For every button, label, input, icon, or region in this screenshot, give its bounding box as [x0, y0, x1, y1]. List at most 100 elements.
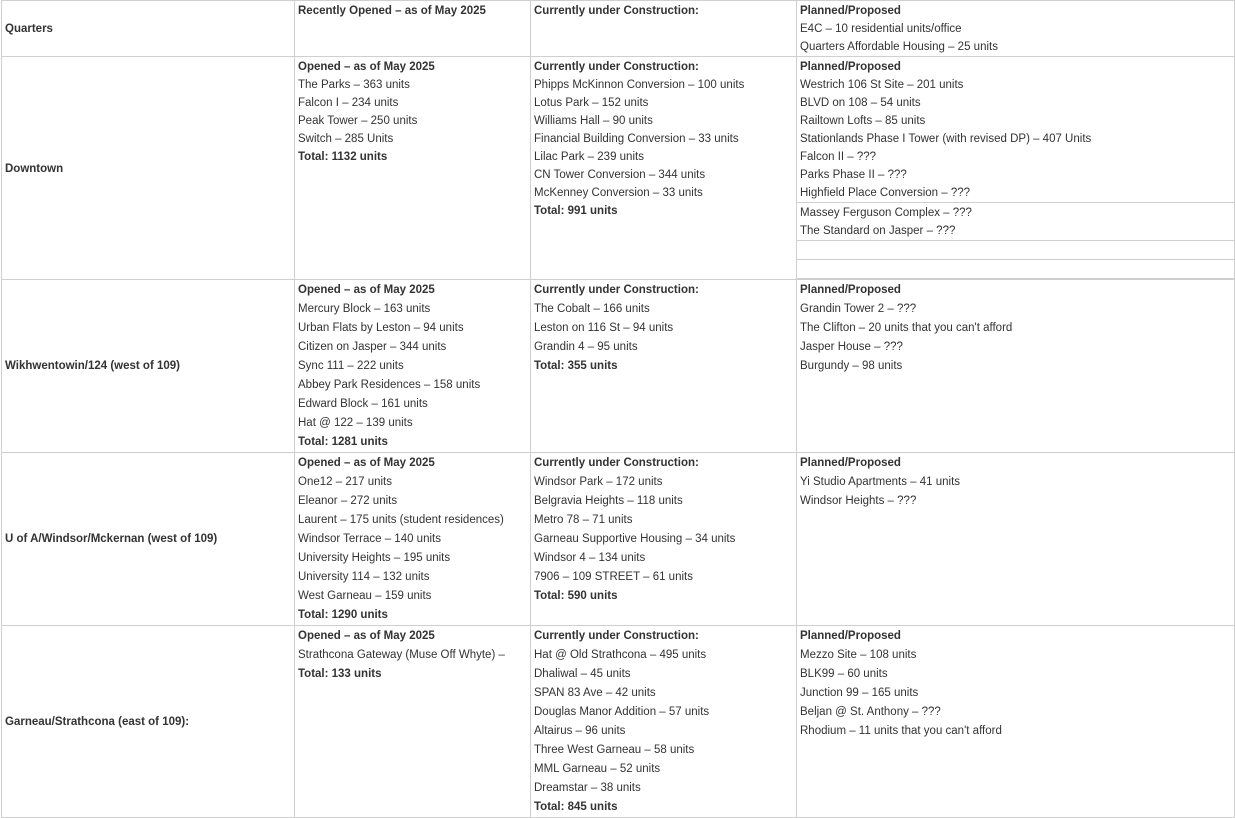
planned-block: Massey Ferguson Complex – ??? The Standar… [797, 203, 1234, 241]
cell-item: 7906 – 109 STREET – 61 units [534, 571, 693, 583]
cell-item: Sync 111 – 222 units [298, 360, 404, 372]
cell-heading: Planned/Proposed [800, 457, 901, 469]
opened-header: Recently Opened – as of May 2025 [294, 0, 531, 57]
cell-item: Highfield Place Conversion – ??? [800, 187, 971, 199]
cell-item: Garneau Supportive Housing – 34 units [534, 533, 736, 545]
planned-cell: Planned/Proposed Grandin Tower 2 – ??? The… [796, 279, 1235, 453]
cell-item: Strathcona Gateway (Muse Off Whyte) – [298, 649, 505, 661]
cell-item: Metro 78 – 71 units [534, 514, 633, 526]
cell-heading: Opened – as of May 2025 [298, 284, 435, 296]
cell-heading: Currently under Construction: [534, 61, 699, 73]
cell-item: Junction 99 – 165 units [800, 687, 919, 699]
cell-item: One12 – 217 units [298, 476, 392, 488]
cell-item: Mezzo Site – 108 units [800, 649, 917, 661]
quarter-header: Quarters [1, 0, 295, 57]
cell-item: Edward Block – 161 units [298, 398, 428, 410]
cell-item: Phipps McKinnon Conversion – 100 units [534, 79, 745, 91]
cell-item: SPAN 83 Ave – 42 units [534, 687, 656, 699]
empty-block [797, 241, 1234, 260]
quarter-row: U of A/Windsor/Mckernan (west of 109) Ope… [1, 452, 1235, 626]
opened-cell: Opened – as of May 2025 One12 – 217 units… [294, 452, 531, 626]
cell-heading: Currently under Construction: [534, 284, 699, 296]
cell-item: Switch – 285 Units [298, 133, 394, 145]
cell-item: Hat @ 122 – 139 units [298, 417, 413, 429]
cell-item: McKenney Conversion – 33 units [534, 187, 703, 199]
cell-total: Total: 1132 units [298, 151, 388, 163]
cell-item: Grandin Tower 2 – ??? [800, 303, 917, 315]
quarter-row: Garneau/Strathcona (east of 109): Opened … [1, 625, 1235, 818]
cell-item: Railtown Lofts – 85 units [800, 115, 926, 127]
cell-heading: Planned/Proposed [800, 630, 901, 642]
cell-heading: Opened – as of May 2025 [298, 630, 435, 642]
planned-block: Planned/Proposed Westrich 106 St Site – 2… [797, 58, 1234, 203]
quarter-name: U of A/Windsor/Mckernan (west of 109) [1, 452, 295, 626]
cell-item: Falcon II – ??? [800, 151, 877, 163]
planned-cell: Planned/Proposed Westrich 106 St Site – 2… [796, 56, 1235, 280]
cell-heading: Planned/Proposed [800, 284, 901, 296]
cell-item: Eleanor – 272 units [298, 495, 398, 507]
cell-item: Urban Flats by Leston – 94 units [298, 322, 464, 334]
cell-heading: Opened – as of May 2025 [298, 61, 435, 73]
cell-item: Windsor Heights – ??? [800, 495, 917, 507]
cell-item: The Cobalt – 166 units [534, 303, 650, 315]
cell-total: Total: 991 units [534, 205, 618, 217]
cell-item: Rhodium – 11 units that you can't afford [800, 725, 1002, 737]
construction-cell: Currently under Construction: Hat @ Old S… [530, 625, 797, 818]
cell-item: Quarters Affordable Housing – 25 units [800, 41, 998, 53]
cell-item: Grandin 4 – 95 units [534, 341, 638, 353]
empty-block [797, 260, 1234, 279]
cell-item: Windsor Park – 172 units [534, 476, 663, 488]
cell-item: Falcon I – 234 units [298, 97, 399, 109]
construction-header: Currently under Construction: [530, 0, 797, 57]
quarter-name: Garneau/Strathcona (east of 109): [1, 625, 295, 818]
cell-item: Yi Studio Apartments – 41 units [800, 476, 961, 488]
cell-item: Westrich 106 St Site – 201 units [800, 79, 964, 91]
cell-item: Williams Hall – 90 units [534, 115, 653, 127]
cell-heading: Opened – as of May 2025 [298, 457, 435, 469]
cell-heading: Planned/Proposed [800, 61, 901, 73]
quarter-name: Wikhwentowin/124 (west of 109) [1, 279, 295, 453]
cell-item: Lotus Park – 152 units [534, 97, 649, 109]
construction-cell: Currently under Construction: Windsor Par… [530, 452, 797, 626]
cell-item: Dhaliwal – 45 units [534, 668, 631, 680]
cell-item: The Parks – 363 units [298, 79, 410, 91]
cell-total: Total: 590 units [534, 590, 618, 602]
cell-item: Dreamstar – 38 units [534, 782, 641, 794]
quarter-row: Wikhwentowin/124 (west of 109) Opened – a… [1, 279, 1235, 453]
cell-item: Peak Tower – 250 units [298, 115, 418, 127]
cell-item: Windsor 4 – 134 units [534, 552, 646, 564]
cell-item: Lilac Park – 239 units [534, 151, 644, 163]
cell-total: Total: 845 units [534, 801, 618, 813]
construction-cell: Currently under Construction: Phipps McKi… [530, 56, 797, 280]
cell-item: Mercury Block – 163 units [298, 303, 431, 315]
header-row: Quarters Recently Opened – as of May 2025… [1, 0, 1235, 57]
cell-item: University Heights – 195 units [298, 552, 451, 564]
cell-item: Belgravia Heights – 118 units [534, 495, 683, 507]
cell-item: Burgundy – 98 units [800, 360, 903, 372]
cell-item: Stationlands Phase I Tower (with revised… [800, 133, 1092, 145]
cell-item: Beljan @ St. Anthony – ??? [800, 706, 941, 718]
cell-item: Citizen on Jasper – 344 units [298, 341, 447, 353]
cell-heading: Planned/Proposed [800, 5, 901, 17]
cell-item: Windsor Terrace – 140 units [298, 533, 441, 545]
cell-item: Jasper House – ??? [800, 341, 903, 353]
cell-item: Laurent – 175 units (student residences) [298, 514, 504, 526]
cell-total: Total: 1281 units [298, 436, 388, 448]
cell-item: BLVD on 108 – 54 units [800, 97, 921, 109]
cell-item: Altairus – 96 units [534, 725, 626, 737]
quarter-name: Downtown [1, 56, 295, 280]
cell-item: CN Tower Conversion – 344 units [534, 169, 706, 181]
construction-cell: Currently under Construction: The Cobalt … [530, 279, 797, 453]
cell-item: Three West Garneau – 58 units [534, 744, 695, 756]
opened-cell: Opened – as of May 2025 Mercury Block – 1… [294, 279, 531, 453]
cell-item: Massey Ferguson Complex – ??? [800, 207, 972, 219]
cell-total: Total: 355 units [534, 360, 618, 372]
quarter-row: Downtown Opened – as of May 2025 The Parks… [1, 56, 1235, 280]
planned-header: Planned/Proposed E4C – 10 residential uni… [796, 0, 1235, 57]
cell-item: E4C – 10 residential units/office [800, 23, 962, 35]
cell-item: The Clifton – 20 units that you can't af… [800, 322, 1013, 334]
planned-cell: Planned/Proposed Mezzo Site – 108 units BL… [796, 625, 1235, 818]
